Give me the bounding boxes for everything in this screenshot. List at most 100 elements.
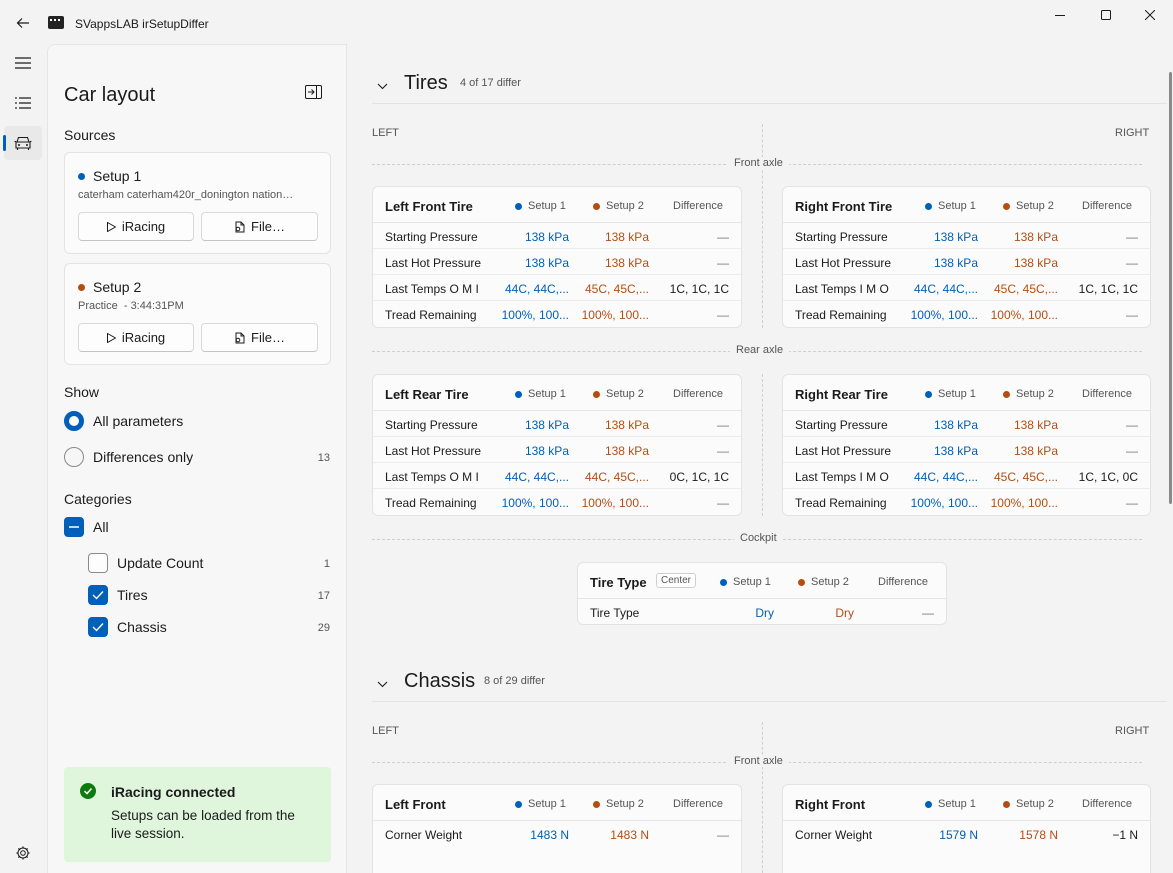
setup2-iracing-label: iRacing bbox=[121, 330, 166, 345]
chassis-collapse-chevron[interactable] bbox=[377, 676, 388, 691]
legend-dot bbox=[1003, 390, 1010, 398]
row-label: Tread Remaining bbox=[795, 496, 887, 510]
front-axle-label: Front axle bbox=[728, 755, 789, 767]
difference-header: Difference bbox=[1082, 200, 1132, 212]
setup2-header: Setup 2 bbox=[593, 388, 644, 400]
table-row: Tire Type Dry Dry — bbox=[578, 599, 946, 624]
setup1-header: Setup 1 bbox=[925, 388, 976, 400]
hamburger-menu-button[interactable] bbox=[4, 46, 42, 80]
legend-dot bbox=[515, 390, 522, 398]
maximize-button[interactable] bbox=[1083, 0, 1129, 30]
category-chassis-checkbox[interactable]: Chassis bbox=[88, 617, 167, 637]
table-row: Corner Weight 1579 N 1578 N −1 N bbox=[783, 821, 1150, 847]
table-row: Last Hot Pressure 138 kPa 138 kPa — bbox=[373, 437, 741, 463]
indeterminate-icon bbox=[64, 517, 84, 537]
setup1-value: 44C, 44C,... bbox=[913, 470, 978, 484]
right-column-label: RIGHT bbox=[1115, 127, 1150, 139]
section-divider bbox=[372, 701, 1167, 702]
difference-value: — bbox=[1126, 496, 1138, 510]
setup1-value: 100%, 100... bbox=[910, 496, 978, 510]
tires-section-title: Tires bbox=[404, 72, 448, 94]
row-label: Last Temps O M I bbox=[385, 282, 479, 296]
cockpit-label: Cockpit bbox=[734, 532, 783, 544]
minimize-button[interactable] bbox=[1037, 0, 1083, 30]
difference-value: — bbox=[717, 828, 729, 842]
difference-value: — bbox=[1126, 256, 1138, 270]
difference-value: — bbox=[1126, 418, 1138, 432]
back-arrow-icon bbox=[16, 18, 29, 28]
difference-value: — bbox=[1126, 444, 1138, 458]
collapse-pane-icon bbox=[305, 85, 322, 99]
back-button[interactable] bbox=[10, 10, 36, 36]
setup1-iracing-button[interactable]: iRacing bbox=[78, 212, 194, 241]
right-front-tire-table: Right Front Tire Setup 1 Setup 2 Differe… bbox=[782, 186, 1151, 328]
difference-value: −1 N bbox=[1112, 828, 1138, 842]
setup2-value: 1483 N bbox=[610, 828, 649, 842]
difference-header: Difference bbox=[1082, 798, 1132, 810]
difference-header: Difference bbox=[1082, 388, 1132, 400]
row-label: Last Temps O M I bbox=[385, 470, 479, 484]
checkbox-label: All bbox=[93, 519, 109, 535]
setup1-value: 138 kPa bbox=[524, 256, 569, 270]
checkmark-icon bbox=[88, 585, 108, 605]
setup1-header: Setup 1 bbox=[515, 388, 566, 400]
setup2-value: Dry bbox=[835, 606, 854, 620]
category-tires-checkbox[interactable]: Tires bbox=[88, 585, 148, 605]
table-row: Last Hot Pressure 138 kPa 138 kPa — bbox=[783, 249, 1150, 275]
nav-item-car-layout[interactable] bbox=[4, 126, 42, 160]
radio-indicator bbox=[64, 447, 84, 467]
setup2-iracing-button[interactable]: iRacing bbox=[78, 323, 194, 352]
center-divider bbox=[762, 374, 763, 516]
legend-dot bbox=[515, 800, 522, 808]
table-title: Left Front Tire bbox=[385, 199, 473, 214]
close-button[interactable] bbox=[1127, 0, 1173, 30]
category-update-count-checkbox[interactable]: Update Count bbox=[88, 553, 203, 573]
setup1-header: Setup 1 bbox=[925, 798, 976, 810]
app-icon bbox=[48, 16, 64, 29]
table-title: Tire Type bbox=[590, 575, 647, 590]
row-label: Starting Pressure bbox=[385, 418, 478, 432]
setup1-file-button[interactable]: File… bbox=[201, 212, 318, 241]
table-row: Starting Pressure 138 kPa 138 kPa — bbox=[373, 411, 741, 437]
setup2-name: Setup 2 bbox=[93, 279, 142, 295]
show-all-parameters-radio[interactable]: All parameters bbox=[64, 411, 183, 431]
setup2-value: 138 kPa bbox=[604, 444, 649, 458]
table-row: Tread Remaining 100%, 100... 100%, 100... — bbox=[373, 489, 741, 515]
difference-value: — bbox=[922, 606, 934, 620]
row-label: Tread Remaining bbox=[385, 308, 477, 322]
differences-count: 13 bbox=[317, 452, 330, 464]
row-label: Tread Remaining bbox=[385, 496, 477, 510]
connection-status-infobar: iRacing connected Setups can be loaded f… bbox=[64, 767, 331, 862]
setup2-value: 138 kPa bbox=[1013, 256, 1058, 270]
table-title: Left Front bbox=[385, 797, 446, 812]
checkbox-label: Tires bbox=[117, 587, 148, 603]
success-check-icon bbox=[80, 783, 96, 799]
collapse-panel-button[interactable] bbox=[305, 85, 322, 102]
row-label: Starting Pressure bbox=[795, 230, 888, 244]
section-divider bbox=[372, 103, 1167, 104]
setup2-value: 138 kPa bbox=[1013, 418, 1058, 432]
setup1-header: Setup 1 bbox=[720, 576, 771, 588]
radio-label: Differences only bbox=[93, 449, 194, 465]
category-all-checkbox[interactable]: All bbox=[64, 517, 109, 537]
setup1-value: 138 kPa bbox=[524, 444, 569, 458]
sources-label: Sources bbox=[64, 127, 116, 143]
difference-value: 1C, 1C, 1C bbox=[669, 282, 729, 296]
setup1-value: 100%, 100... bbox=[501, 496, 569, 510]
table-row: Starting Pressure 138 kPa 138 kPa — bbox=[373, 223, 741, 249]
car-icon bbox=[14, 136, 32, 150]
vertical-scrollbar[interactable] bbox=[1169, 72, 1172, 504]
radio-label: All parameters bbox=[93, 413, 184, 429]
nav-item-list[interactable] bbox=[4, 86, 42, 120]
tires-collapse-chevron[interactable] bbox=[377, 78, 388, 93]
minimize-icon bbox=[1055, 15, 1065, 16]
setup2-file-button[interactable]: File… bbox=[201, 323, 318, 352]
legend-dot bbox=[593, 390, 600, 398]
setup2-detail: Practice - 3:44:31PM bbox=[78, 300, 184, 312]
nav-selection-indicator bbox=[3, 135, 6, 151]
file-search-icon bbox=[235, 332, 245, 343]
difference-value: — bbox=[717, 256, 729, 270]
setup1-value: 44C, 44C,... bbox=[504, 470, 569, 484]
settings-button[interactable] bbox=[4, 836, 42, 870]
show-differences-only-radio[interactable]: Differences only bbox=[64, 447, 193, 467]
